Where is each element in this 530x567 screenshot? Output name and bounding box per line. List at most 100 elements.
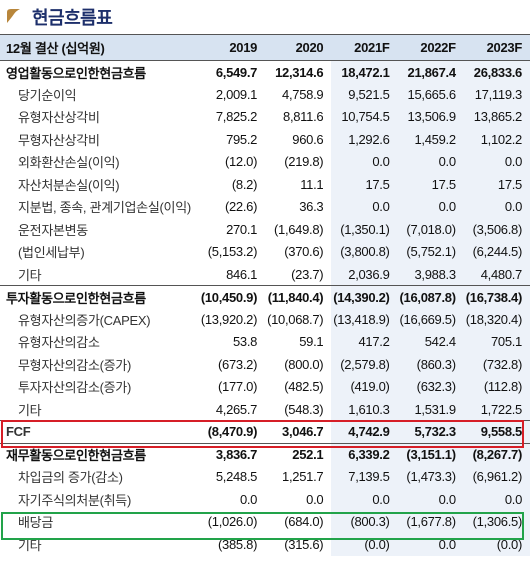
cell-value: 1,102.2 — [463, 128, 530, 151]
cell-value: (177.0) — [218, 379, 258, 395]
cell-value: 0.0 — [331, 195, 398, 218]
cell-value: 960.6 — [292, 131, 324, 147]
table-row: 유형자산의감소 53.8 59.1 417.2 542.4 705.1 — [0, 330, 530, 353]
cell-value: 795.2 — [226, 131, 258, 147]
table-row: 배당금 (1,026.0) (684.0) (800.3) (1,677.8) (1,30… — [0, 510, 530, 533]
row-label: 무형자산상각비 — [18, 132, 100, 148]
row-label: 유형자산의감소 — [18, 335, 100, 351]
cell-value: 3,988.3 — [397, 263, 464, 286]
cell-value: (3,506.8) — [463, 218, 530, 241]
table-row: 운전자본변동 270.1 (1,649.8) (1,350.1) (7,018.0) (3… — [0, 218, 530, 241]
cell-value: 1,531.9 — [397, 398, 464, 421]
cell-value: (1,026.0) — [207, 514, 258, 530]
cell-value: 6,549.7 — [198, 60, 266, 83]
table-row: 자기주식의처분(취득) 0.0 0.0 0.0 0.0 0.0 — [0, 488, 530, 511]
cell-value: 10,754.5 — [331, 105, 398, 128]
row-label: 기타 — [18, 537, 42, 553]
table-row: 투자활동으로인한현금흐름 (10,450.9) (11,840.4) (14,390.… — [0, 285, 530, 308]
cell-value: 4,480.7 — [463, 263, 530, 286]
cell-value: (1,677.8) — [397, 510, 464, 533]
cell-value: 21,867.4 — [397, 60, 464, 83]
cell-value: (684.0) — [284, 514, 324, 530]
cell-value: (8.2) — [231, 176, 258, 192]
cell-value: (16,738.4) — [463, 285, 530, 308]
cell-value: 9,521.5 — [331, 83, 398, 106]
page-title: 현금흐름표 — [32, 8, 113, 29]
cell-value: (5,153.2) — [207, 244, 258, 260]
row-label: 지분법, 종속, 관계기업손실(이익) — [18, 200, 191, 216]
cell-value: (13,920.2) — [200, 311, 258, 327]
cell-value: 7,825.2 — [215, 109, 258, 125]
cell-value: 542.4 — [397, 330, 464, 353]
cell-value: (112.8) — [463, 375, 530, 398]
table-row: 당기순이익 2,009.1 4,758.9 9,521.5 15,665.6 17,119… — [0, 83, 530, 106]
cell-value: (8,267.7) — [463, 442, 530, 466]
row-label: 자기주식의처분(취득) — [18, 492, 131, 508]
cell-value: (860.3) — [397, 353, 464, 376]
cell-value: (10,450.9) — [198, 285, 266, 308]
cell-value: (6,244.5) — [463, 240, 530, 263]
table-row: 기타 4,265.7 (548.3) 1,610.3 1,531.9 1,722.5 — [0, 398, 530, 421]
cell-value: 13,506.9 — [397, 105, 464, 128]
cell-value: (632.3) — [397, 375, 464, 398]
cell-value: 9,558.5 — [463, 420, 530, 443]
cell-value: 7,139.5 — [331, 465, 398, 488]
header-label: 12월 결산 (십억원) — [0, 34, 199, 61]
header-year: 2023F — [463, 34, 530, 61]
row-label: 기타 — [18, 267, 42, 283]
cell-value: 26,833.6 — [463, 60, 530, 83]
header-year: 2020 — [265, 34, 332, 61]
cell-value: (548.3) — [284, 401, 324, 417]
cell-value: 0.0 — [463, 488, 530, 511]
fcf-highlight-box — [1, 420, 524, 448]
cell-value: 4,265.7 — [215, 401, 258, 417]
cell-value: 252.1 — [265, 442, 332, 466]
cell-value: 59.1 — [299, 334, 324, 350]
cell-value: (800.0) — [284, 356, 324, 372]
table-row: 외화환산손실(이익) (12.0) (219.8) 0.0 0.0 0.0 — [0, 150, 530, 173]
cell-value: 1,292.6 — [331, 128, 398, 151]
table-header-row: 12월 결산 (십억원) 2019 2020 2021F 2022F 2023F — [0, 34, 530, 61]
cell-value: (10,068.7) — [267, 311, 324, 327]
cell-value: 4,758.9 — [282, 86, 324, 102]
cell-value: 3,046.7 — [265, 420, 332, 443]
cell-value: 6,339.2 — [331, 442, 398, 466]
cell-value: 0.0 — [397, 195, 464, 218]
cell-value: 2,009.1 — [215, 86, 258, 102]
row-label: 유형자산의증가(CAPEX) — [18, 312, 151, 328]
row-label: 차입금의 증가(감소) — [18, 470, 123, 486]
cell-value: 1,722.5 — [463, 398, 530, 421]
cell-value: 36.3 — [299, 199, 324, 215]
section-title-bar: 현금흐름표 — [0, 0, 530, 34]
cell-value: (14,390.2) — [331, 285, 398, 308]
cell-value: (6,961.2) — [463, 465, 530, 488]
cell-value: 270.1 — [226, 221, 258, 237]
header-year: 2022F — [397, 34, 464, 61]
row-label: 투자활동으로인한현금흐름 — [0, 285, 199, 308]
cell-value: (315.6) — [284, 536, 324, 552]
header-year: 2021F — [331, 34, 398, 61]
cell-value: 846.1 — [226, 266, 258, 282]
cash-flow-table: 12월 결산 (십억원) 2019 2020 2021F 2022F 2023F… — [0, 34, 530, 556]
cell-value: (8,470.9) — [198, 420, 266, 443]
table-row: 차입금의 증가(감소) 5,248.5 1,251.7 7,139.5 (1,473.3… — [0, 465, 530, 488]
row-label: 운전자본변동 — [18, 222, 88, 238]
cell-value: 0.0 — [463, 150, 530, 173]
table-row: FCF (8,470.9) 3,046.7 4,742.9 5,732.3 9,558.5 — [0, 420, 530, 443]
cell-value: 17.5 — [463, 173, 530, 196]
table-row: (법인세납부) (5,153.2) (370.6) (3,800.8) (5,752.1… — [0, 240, 530, 263]
cell-value: 0.0 — [331, 150, 398, 173]
cell-value: (385.8) — [218, 536, 258, 552]
row-label: 자산처분손실(이익) — [18, 177, 120, 193]
cell-value: (11,840.4) — [265, 285, 332, 308]
cell-value: (370.6) — [284, 244, 324, 260]
cell-value: (219.8) — [284, 154, 324, 170]
cell-value: (12.0) — [224, 154, 258, 170]
cell-value: (1,306.5) — [463, 510, 530, 533]
cell-value: 15,665.6 — [397, 83, 464, 106]
cell-value: 1,610.3 — [331, 398, 398, 421]
row-label: 영업활동으로인한현금흐름 — [0, 60, 199, 83]
cell-value: 417.2 — [331, 330, 398, 353]
table-row: 기타 846.1 (23.7) 2,036.9 3,988.3 4,480.7 — [0, 263, 530, 286]
dividend-highlight-box — [1, 512, 524, 540]
